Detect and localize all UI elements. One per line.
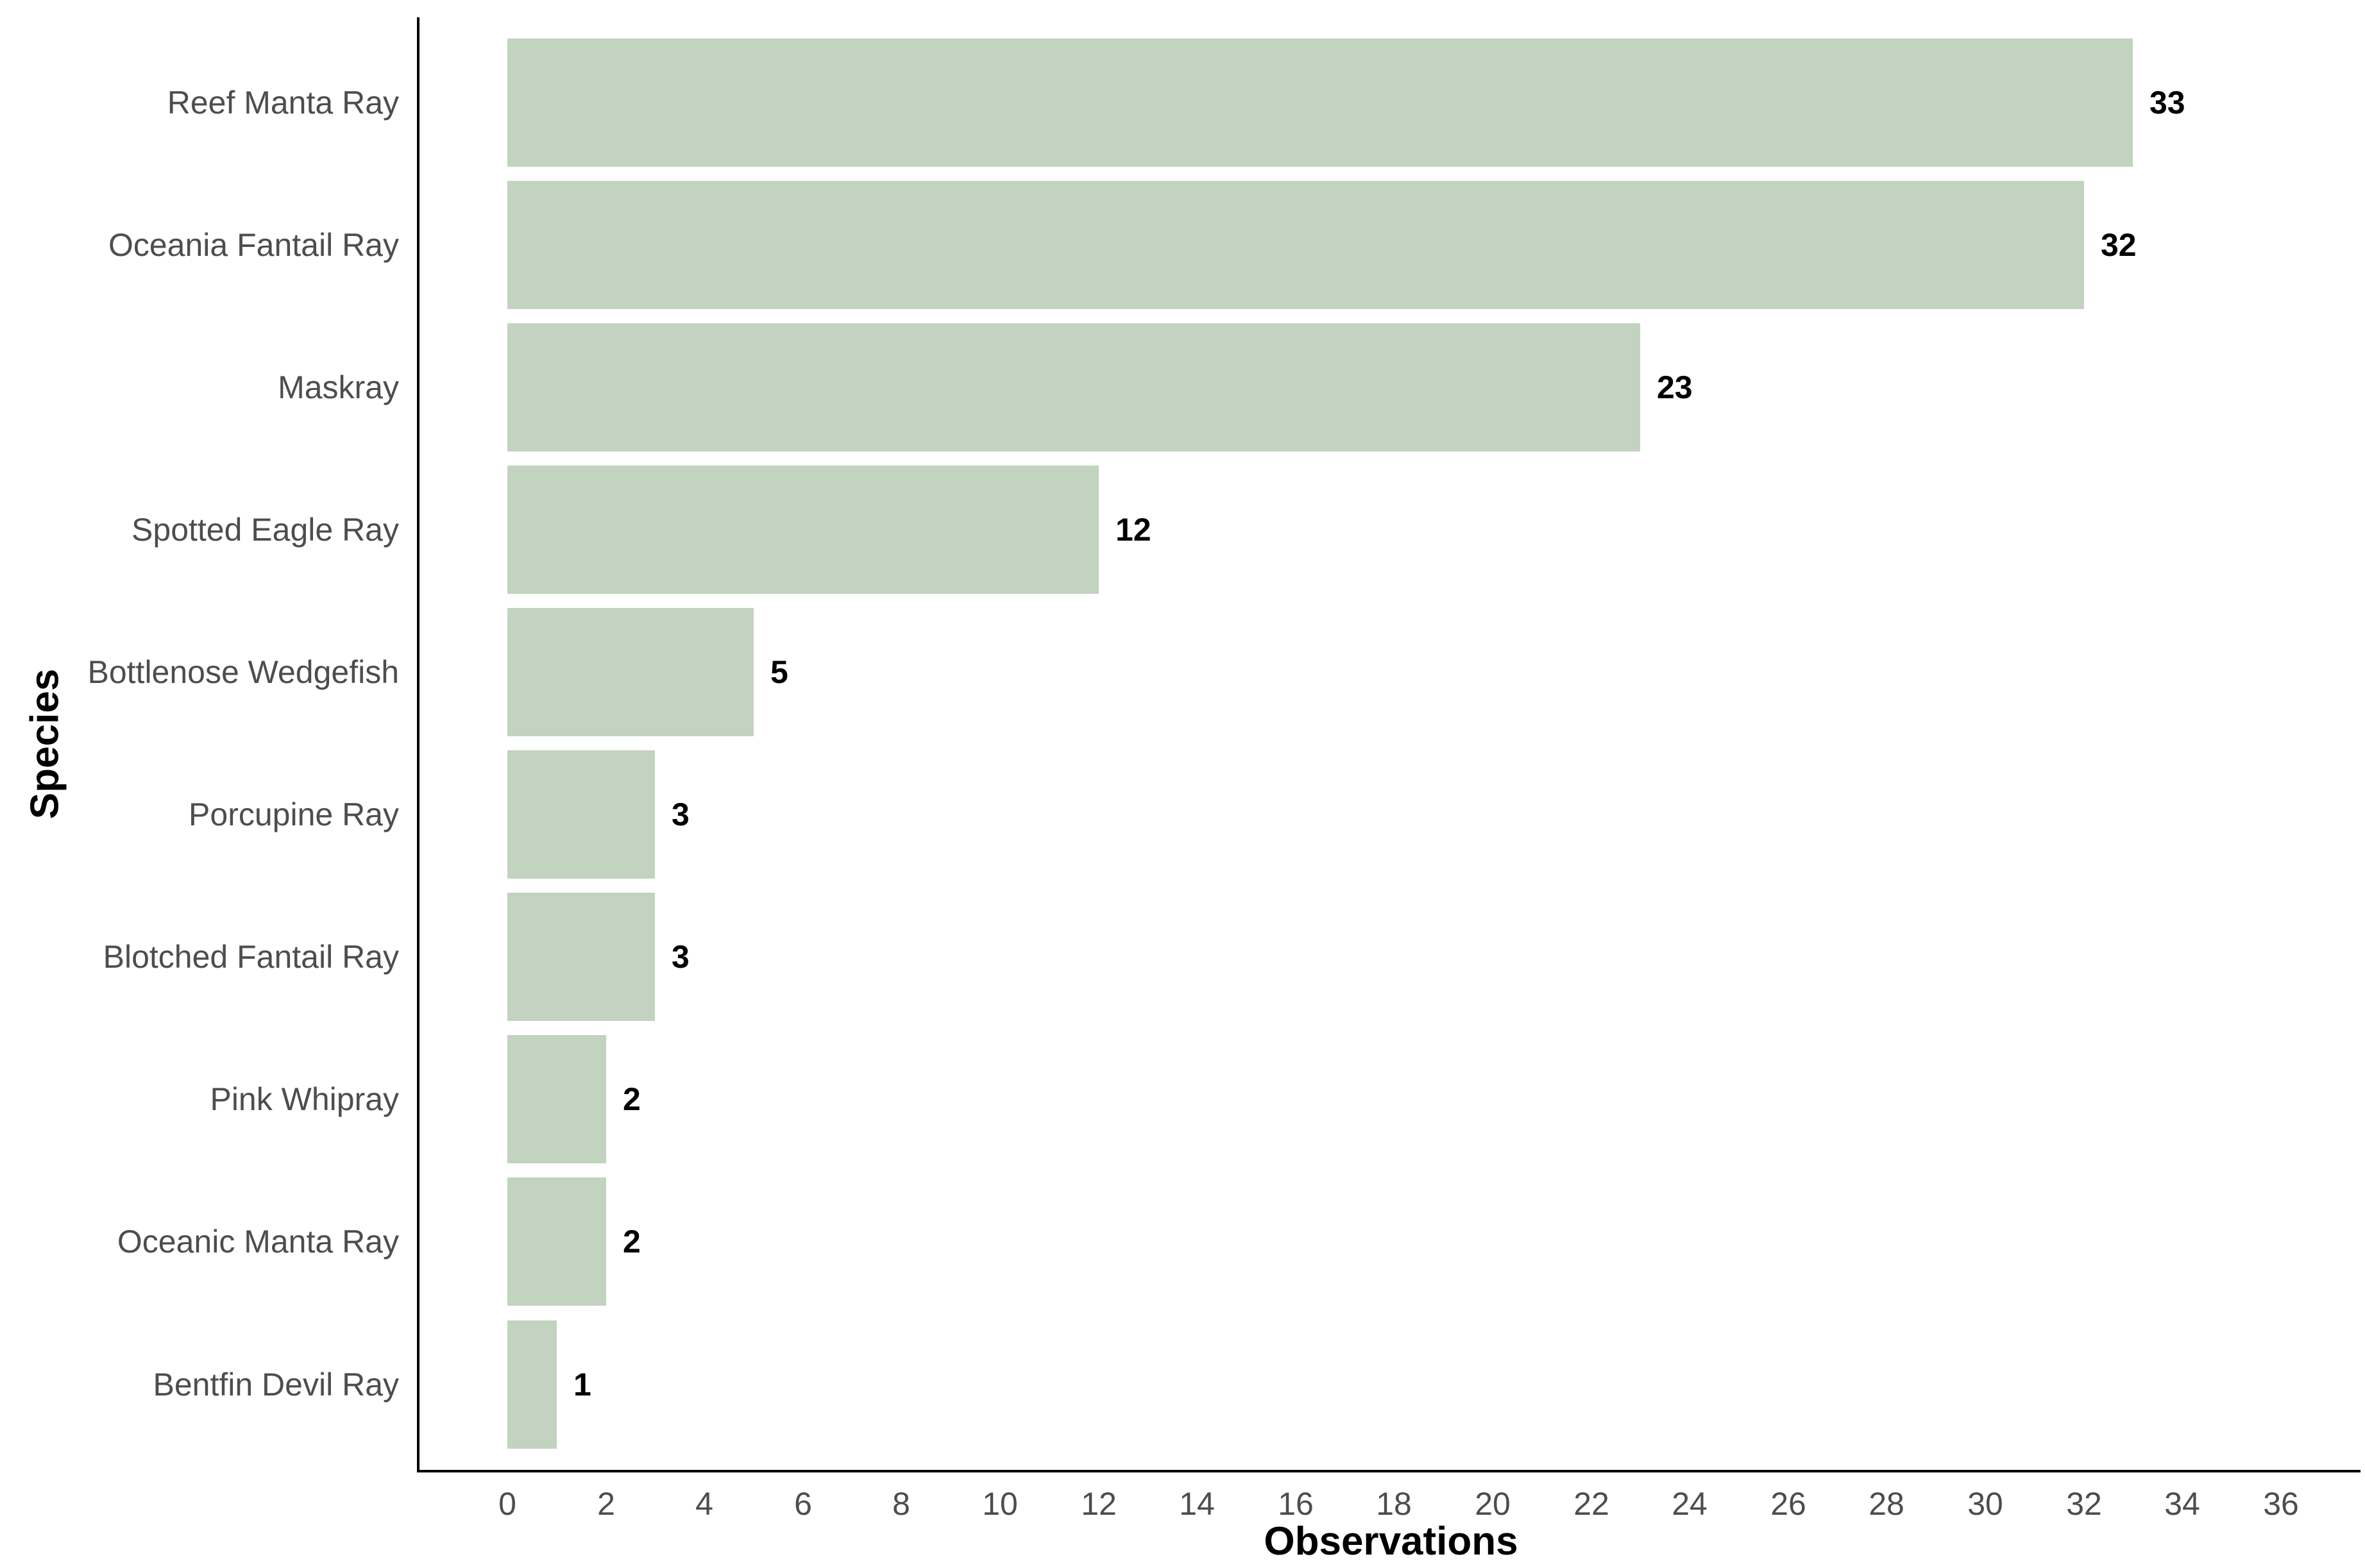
x-tick-label: 2: [597, 1486, 615, 1522]
bar: [507, 1177, 606, 1306]
y-tick-label: Blotched Fantail Ray: [103, 939, 399, 975]
x-tick-label: 8: [892, 1486, 910, 1522]
x-tick-label: 6: [794, 1486, 812, 1522]
x-tick-label: 4: [695, 1486, 713, 1522]
bar-value-label: 1: [573, 1367, 591, 1403]
y-tick-label: Porcupine Ray: [189, 797, 399, 832]
x-tick-label: 22: [1573, 1486, 1609, 1522]
x-tick-label: 28: [1869, 1486, 1904, 1522]
x-tick-label: 16: [1278, 1486, 1314, 1522]
x-tick-label: 36: [2263, 1486, 2299, 1522]
y-tick-label: Spotted Eagle Ray: [131, 512, 399, 548]
y-tick-label: Bentfin Devil Ray: [153, 1367, 400, 1403]
bar: [507, 1035, 606, 1163]
x-tick-label: 24: [1672, 1486, 1708, 1522]
bar-value-label: 5: [770, 654, 788, 690]
bar-value-label: 32: [2101, 227, 2137, 263]
y-tick-label: Oceania Fantail Ray: [108, 227, 399, 263]
y-tick-label: Oceanic Manta Ray: [117, 1224, 399, 1260]
x-tick-label: 26: [1770, 1486, 1806, 1522]
x-tick-label: 20: [1475, 1486, 1511, 1522]
y-tick-label: Bottlenose Wedgefish: [87, 654, 400, 690]
bar: [507, 466, 1099, 594]
bar: [507, 608, 754, 736]
y-tick-label: Maskray: [278, 369, 399, 405]
y-axis-line: [417, 17, 420, 1472]
bar: [507, 750, 655, 879]
x-tick-label: 10: [982, 1486, 1018, 1522]
x-tick-label: 14: [1179, 1486, 1215, 1522]
bar-value-label: 33: [2149, 85, 2185, 121]
bar: [507, 1320, 557, 1449]
bar-value-label: 2: [623, 1224, 641, 1260]
x-axis-title: Observations: [1264, 1519, 1518, 1564]
x-tick-label: 32: [2066, 1486, 2102, 1522]
y-tick-label: Reef Manta Ray: [167, 85, 399, 121]
x-tick-label: 34: [2164, 1486, 2200, 1522]
bar-value-label: 23: [1657, 369, 1693, 405]
bar: [507, 893, 655, 1021]
x-axis-line: [417, 1470, 2361, 1472]
x-tick-label: 12: [1081, 1486, 1117, 1522]
x-tick-label: 18: [1376, 1486, 1412, 1522]
bar: [507, 323, 1640, 451]
y-tick-label: Pink Whipray: [210, 1081, 399, 1117]
bar: [507, 38, 2133, 167]
bar-value-label: 12: [1115, 512, 1151, 548]
x-tick-label: 0: [498, 1486, 516, 1522]
bar-value-label: 2: [623, 1081, 641, 1117]
x-tick-label: 30: [1967, 1486, 2003, 1522]
bar: [507, 181, 2084, 309]
bar-value-label: 3: [672, 797, 690, 832]
bar-value-label: 3: [672, 939, 690, 975]
